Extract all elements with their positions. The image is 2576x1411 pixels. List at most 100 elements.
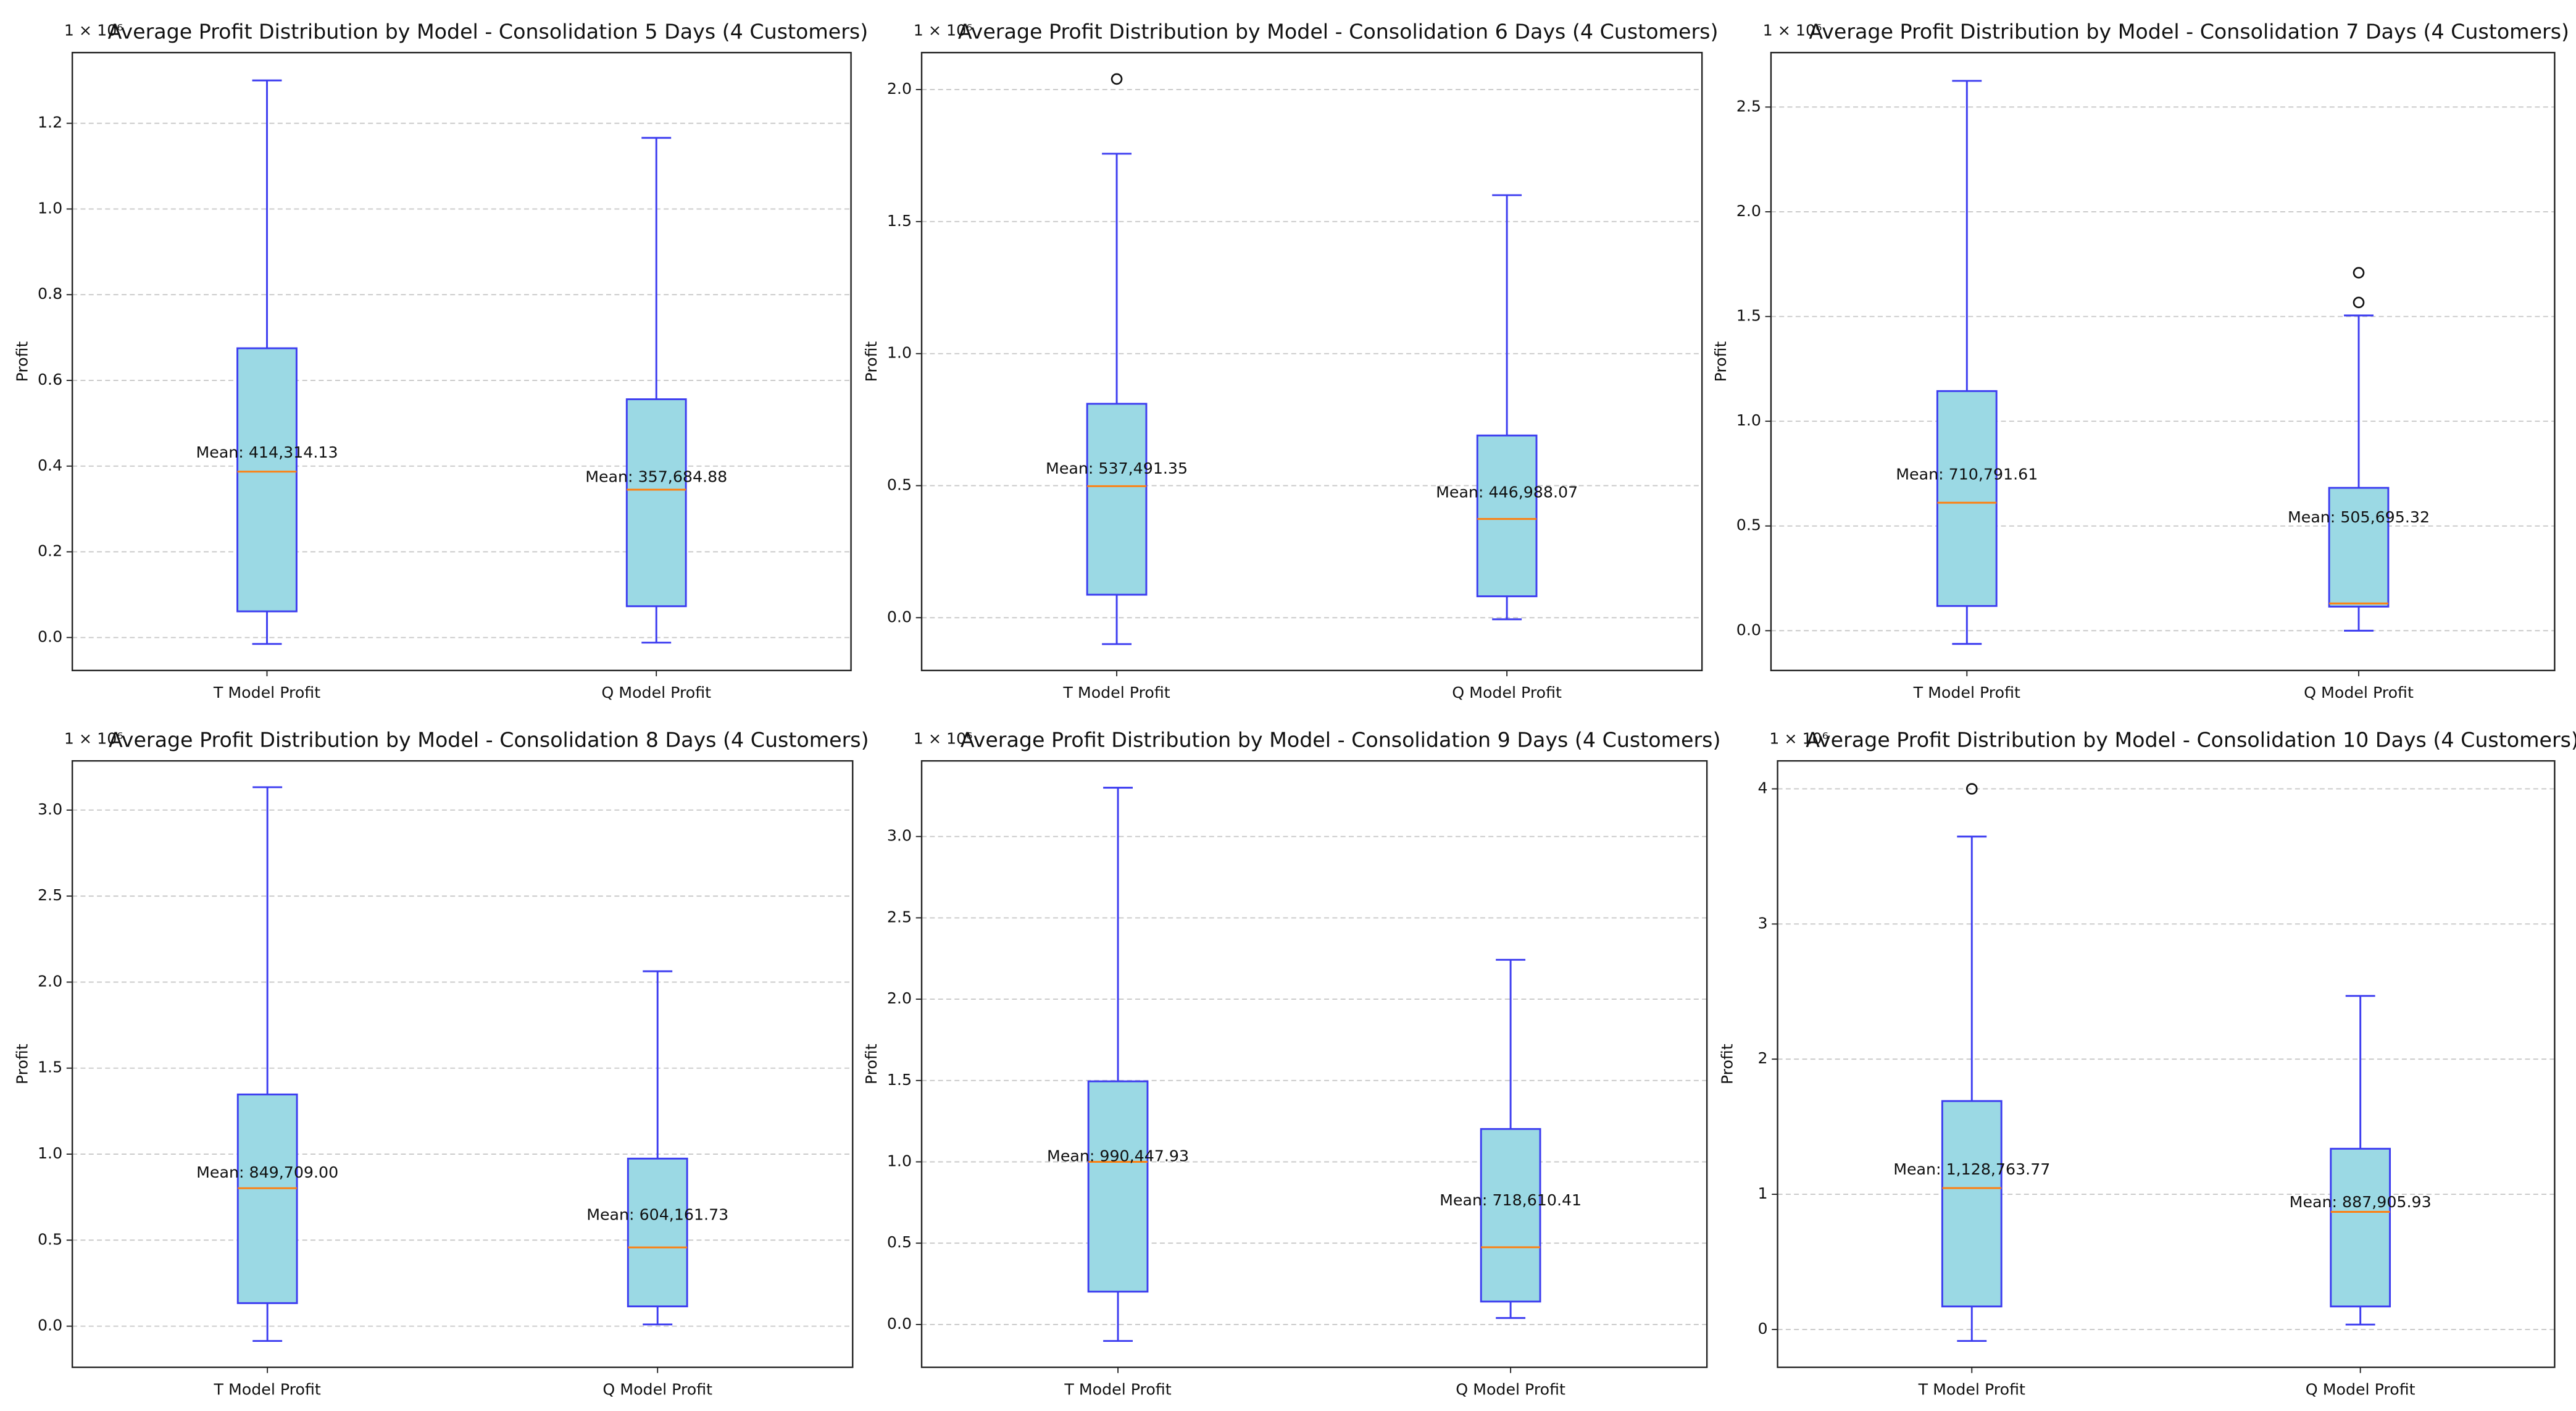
whisker-low (2345, 1306, 2375, 1326)
y-tick-label: 0.5 (887, 1233, 912, 1251)
y-tick-label: 0.6 (38, 371, 62, 388)
y-tick-label: 0.0 (38, 627, 62, 645)
y-tick-label: 4 (1758, 779, 1768, 797)
x-tick-label: T Model Profit (1913, 684, 2020, 701)
whisker-high (1496, 958, 1526, 1129)
offset-label: 1 × 10⁶ (1769, 730, 1828, 748)
whisker-low (1496, 1301, 1526, 1319)
y-tick-label: 1 (1758, 1184, 1768, 1202)
whisker-low (1957, 1306, 1987, 1342)
offset-label: 1 × 10⁶ (914, 730, 973, 748)
x-tick-label: Q Model Profit (601, 684, 711, 701)
whisker-high (252, 79, 282, 348)
mean-label: Mean: 446,988.07 (1436, 483, 1578, 501)
chart-title: Average Profit Distribution by Model - C… (958, 20, 1719, 44)
y-tick-label: 1.0 (887, 344, 912, 362)
x-tick-label: T Model Profit (214, 1380, 321, 1398)
box (1476, 434, 1538, 598)
plot-frame (1770, 51, 2556, 672)
y-tick-label: 1.5 (887, 1071, 912, 1089)
y-tick-label: 3 (1758, 914, 1768, 932)
box (2328, 487, 2390, 608)
whisker-low (1492, 596, 1522, 621)
offset-label: 1 × 10⁶ (64, 730, 123, 748)
box (236, 347, 298, 613)
y-tick-label: 1.2 (38, 114, 62, 132)
y-tick-label: 0.5 (887, 475, 912, 493)
y-tick-label: 1.0 (38, 1144, 62, 1162)
y-tick-label: 2.0 (887, 80, 912, 98)
outlier (1965, 783, 1978, 795)
whisker-low (1952, 606, 1982, 645)
whisker-high (1102, 153, 1132, 404)
whisker-low (1103, 1291, 1133, 1342)
box (627, 1157, 688, 1308)
mean-label: Mean: 537,491.35 (1046, 459, 1188, 477)
offset-label: 1 × 10⁶ (914, 22, 973, 40)
y-tick-label: 1.5 (1736, 307, 1761, 325)
whisker-high (2345, 995, 2375, 1149)
y-tick-label: 1.0 (887, 1152, 912, 1170)
box (236, 1093, 298, 1304)
plot-frame (71, 51, 852, 672)
box (1086, 403, 1148, 596)
box (1480, 1128, 1541, 1303)
chart-title: Average Profit Distribution by Model - C… (1806, 728, 2576, 752)
chart-title: Average Profit Distribution by Model - C… (109, 728, 869, 752)
y-tick-label: 2.5 (38, 886, 62, 904)
y-tick-label: 1.5 (38, 1058, 62, 1076)
y-tick-label: 2.5 (887, 908, 912, 926)
whisker-high (1492, 194, 1522, 436)
mean-label: Mean: 718,610.41 (1440, 1191, 1582, 1209)
y-tick-label: 0.0 (38, 1317, 62, 1334)
whisker-low (252, 611, 282, 645)
whisker-high (1957, 835, 1987, 1102)
x-tick-label: Q Model Profit (1456, 1380, 1565, 1398)
y-tick-label: 0.0 (887, 1315, 912, 1333)
y-tick-label: 2.0 (887, 989, 912, 1007)
outlier (1111, 73, 1123, 85)
chart-title: Average Profit Distribution by Model - C… (108, 20, 869, 44)
y-axis-label: Profit (13, 341, 31, 382)
x-tick-label: Q Model Profit (1452, 684, 1562, 701)
x-tick-label: T Model Profit (213, 684, 320, 701)
chart-title: Average Profit Distribution by Model - C… (1809, 20, 2569, 44)
x-tick-label: Q Model Profit (2304, 684, 2414, 701)
box (1087, 1080, 1149, 1293)
mean-label: Mean: 414,314.13 (196, 443, 338, 461)
y-tick-label: 3.0 (887, 827, 912, 845)
whisker-low (643, 1306, 673, 1326)
y-tick-label: 2 (1758, 1049, 1768, 1067)
y-axis-label: Profit (13, 1044, 31, 1084)
whisker-high (641, 136, 672, 400)
y-tick-label: 0.5 (38, 1230, 62, 1248)
y-tick-label: 1.0 (1736, 411, 1761, 429)
y-tick-label: 3.0 (38, 800, 62, 818)
y-tick-label: 2.5 (1736, 97, 1761, 115)
y-tick-label: 2.0 (38, 972, 62, 990)
plot-frame (920, 51, 1703, 672)
mean-label: Mean: 1,128,763.77 (1893, 1160, 2050, 1178)
box (625, 398, 687, 608)
x-tick-label: T Model Profit (1062, 684, 1170, 701)
whisker-high (1952, 80, 1982, 391)
mean-label: Mean: 505,695.32 (2288, 508, 2430, 526)
outlier (2353, 267, 2365, 278)
whisker-high (643, 970, 673, 1159)
whisker-low (641, 606, 672, 644)
y-tick-label: 0.0 (887, 608, 912, 626)
y-tick-label: 0.0 (1736, 621, 1761, 639)
box (1936, 390, 1998, 607)
y-tick-label: 2.0 (1736, 202, 1761, 220)
y-axis-label: Profit (862, 341, 880, 382)
x-tick-label: T Model Profit (1064, 1380, 1171, 1398)
y-tick-label: 1.5 (887, 212, 912, 230)
offset-label: 1 × 10⁶ (64, 22, 123, 40)
whisker-high (2344, 314, 2374, 488)
chart-title: Average Profit Distribution by Model - C… (961, 728, 1721, 752)
box (1941, 1100, 2003, 1308)
whisker-low (2344, 606, 2374, 632)
mean-label: Mean: 604,161.73 (586, 1206, 728, 1224)
